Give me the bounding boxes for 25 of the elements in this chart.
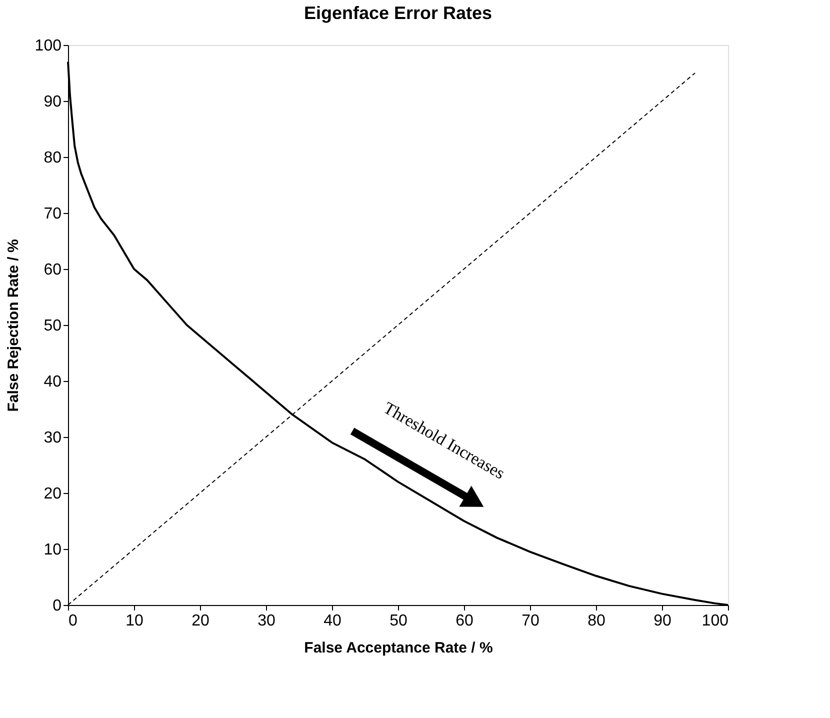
x-tick-label: 20	[192, 612, 210, 630]
y-tick-label: 30	[44, 430, 62, 446]
y-tick-label: 40	[44, 374, 62, 390]
y-tick-label: 60	[44, 262, 62, 278]
x-tick-label: 10	[126, 612, 144, 630]
y-tick-label: 20	[44, 486, 62, 502]
x-tick-label: 30	[258, 612, 276, 630]
x-tick-label: 60	[456, 612, 474, 630]
x-tick-label: 100	[702, 612, 729, 630]
y-tick-label: 70	[44, 206, 62, 222]
y-tick-label: 0	[52, 598, 62, 614]
x-tick-label: 50	[390, 612, 408, 630]
y-tick-label: 100	[34, 38, 62, 54]
y-tick-label: 50	[44, 318, 62, 334]
y-axis-title: False Rejection Rate / %	[4, 239, 22, 412]
chart-title: Eigenface Error Rates	[304, 3, 492, 23]
y-tick-label: 90	[44, 94, 62, 110]
y-tick-label: 80	[44, 150, 62, 166]
y-tick-label: 10	[44, 542, 62, 558]
x-tick-label: 70	[522, 612, 540, 630]
x-tick-label: 80	[588, 612, 606, 630]
x-tick-label: 90	[654, 612, 672, 630]
x-tick-label: 40	[324, 612, 342, 630]
x-tick-label: 0	[68, 612, 78, 630]
x-axis-title: False Acceptance Rate / %	[304, 640, 493, 656]
